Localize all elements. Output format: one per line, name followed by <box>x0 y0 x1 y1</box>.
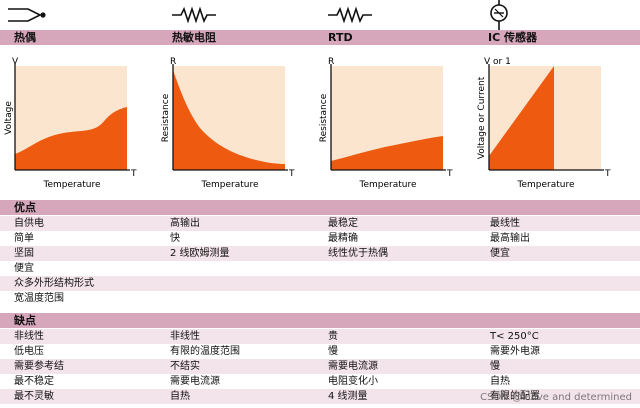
table-row: 需要参考结 不结实 需要电流源 慢 <box>0 359 640 374</box>
thermistor-graph: R Resistance Temperature T <box>160 56 308 196</box>
thermocouple-icon <box>8 3 50 31</box>
table-row: 非线性 非线性 贵 T< 250°C <box>0 329 640 344</box>
table-cell: 需要电流源 <box>170 376 220 387</box>
table-cell: T< 250°C <box>490 331 539 342</box>
ic-sensor-icon <box>486 0 512 34</box>
y-axis-title: Resistance <box>319 93 329 142</box>
table-cell: 慢 <box>328 346 338 357</box>
table-row: 简单 快 最精确 最高输出 <box>0 231 640 246</box>
y-axis-label: V <box>12 57 19 67</box>
table-cell: 坚固 <box>14 248 34 259</box>
watermark: CSDN @leave and determined <box>480 392 632 403</box>
table-cell: 高输出 <box>170 218 200 229</box>
y-axis-title: Voltage <box>4 101 14 135</box>
disadvantages-title: 缺点 <box>14 314 36 327</box>
table-cell: 便宜 <box>14 263 34 274</box>
table-cell: 有限的配置 <box>490 391 540 402</box>
table-cell: 低电压 <box>14 346 44 357</box>
table-cell: 自热 <box>490 376 510 387</box>
table-cell: 最线性 <box>490 218 520 229</box>
table-cell: 宽温度范围 <box>14 293 64 304</box>
table-cell: 2 线欧姆测量 <box>170 248 230 259</box>
table-cell: 不结实 <box>170 361 200 372</box>
column-title-thermistor: 热敏电阻 <box>172 31 216 44</box>
ic-sensor-graph: V or 1 Voltage or Current Temperature T <box>476 56 624 196</box>
advantages-header: 优点 <box>0 200 640 215</box>
table-cell: 自热 <box>170 391 190 402</box>
x-axis-label: T <box>130 169 137 179</box>
thermocouple-graph: V Voltage Temperature T <box>2 56 150 196</box>
y-axis-title: Resistance <box>161 93 171 142</box>
table-cell: 自供电 <box>14 218 44 229</box>
rtd-graph: R Resistance Temperature T <box>318 56 466 196</box>
table-cell: 线性优于热偶 <box>328 248 388 259</box>
table-cell: 需要外电源 <box>490 346 540 357</box>
table-cell: 慢 <box>490 361 500 372</box>
table-cell: 电阻变化小 <box>328 376 378 387</box>
table-row: 坚固 2 线欧姆测量 线性优于热偶 便宜 <box>0 246 640 261</box>
sensor-type-header <box>0 30 640 45</box>
resistor-icon <box>172 3 216 31</box>
table-row: 最不灵敏 自热 4 线测量 有限的配置 <box>0 389 640 404</box>
y-axis-label: R <box>170 57 176 67</box>
y-axis-label: V or 1 <box>484 57 511 67</box>
table-cell: 有限的温度范围 <box>170 346 240 357</box>
column-title-rtd: RTD <box>328 31 353 44</box>
table-row: 众多外形结构形式 <box>0 276 640 291</box>
table-cell: 非线性 <box>14 331 44 342</box>
table-cell: 最高输出 <box>490 233 530 244</box>
column-title-thermocouple: 热偶 <box>14 31 36 44</box>
table-row: 低电压 有限的温度范围 慢 需要外电源 <box>0 344 640 359</box>
x-axis-title: Temperature <box>200 180 258 190</box>
table-cell: 非线性 <box>170 331 200 342</box>
table-row: 最不稳定 需要电流源 电阻变化小 自热 <box>0 374 640 389</box>
advantages-title: 优点 <box>14 201 36 214</box>
table-cell: 最不稳定 <box>14 376 54 387</box>
table-cell: 最稳定 <box>328 218 358 229</box>
table-row: 宽温度范围 <box>0 291 640 306</box>
table-cell: 需要参考结 <box>14 361 64 372</box>
x-axis-title: Temperature <box>358 180 416 190</box>
table-cell: 最不灵敏 <box>14 391 54 402</box>
y-axis-label: R <box>328 57 334 67</box>
y-axis-title: Voltage or Current <box>477 76 487 159</box>
disadvantages-header: 缺点 <box>0 313 640 328</box>
table-cell: 众多外形结构形式 <box>14 278 94 289</box>
table-cell: 最精确 <box>328 233 358 244</box>
table-row: 便宜 <box>0 261 640 276</box>
column-title-ic-sensor: IC 传感器 <box>488 31 537 44</box>
x-axis-title: Temperature <box>42 180 100 190</box>
x-axis-label: T <box>288 169 295 179</box>
table-cell: 4 线测量 <box>328 391 368 402</box>
table-cell: 简单 <box>14 233 34 244</box>
x-axis-label: T <box>446 169 453 179</box>
table-cell: 贵 <box>328 331 338 342</box>
resistor-icon <box>328 3 372 31</box>
table-cell: 快 <box>170 233 180 244</box>
table-cell: 便宜 <box>490 248 510 259</box>
x-axis-title: Temperature <box>516 180 574 190</box>
table-cell: 需要电流源 <box>328 361 378 372</box>
x-axis-label: T <box>604 169 611 179</box>
table-row: 自供电 高输出 最稳定 最线性 <box>0 216 640 231</box>
